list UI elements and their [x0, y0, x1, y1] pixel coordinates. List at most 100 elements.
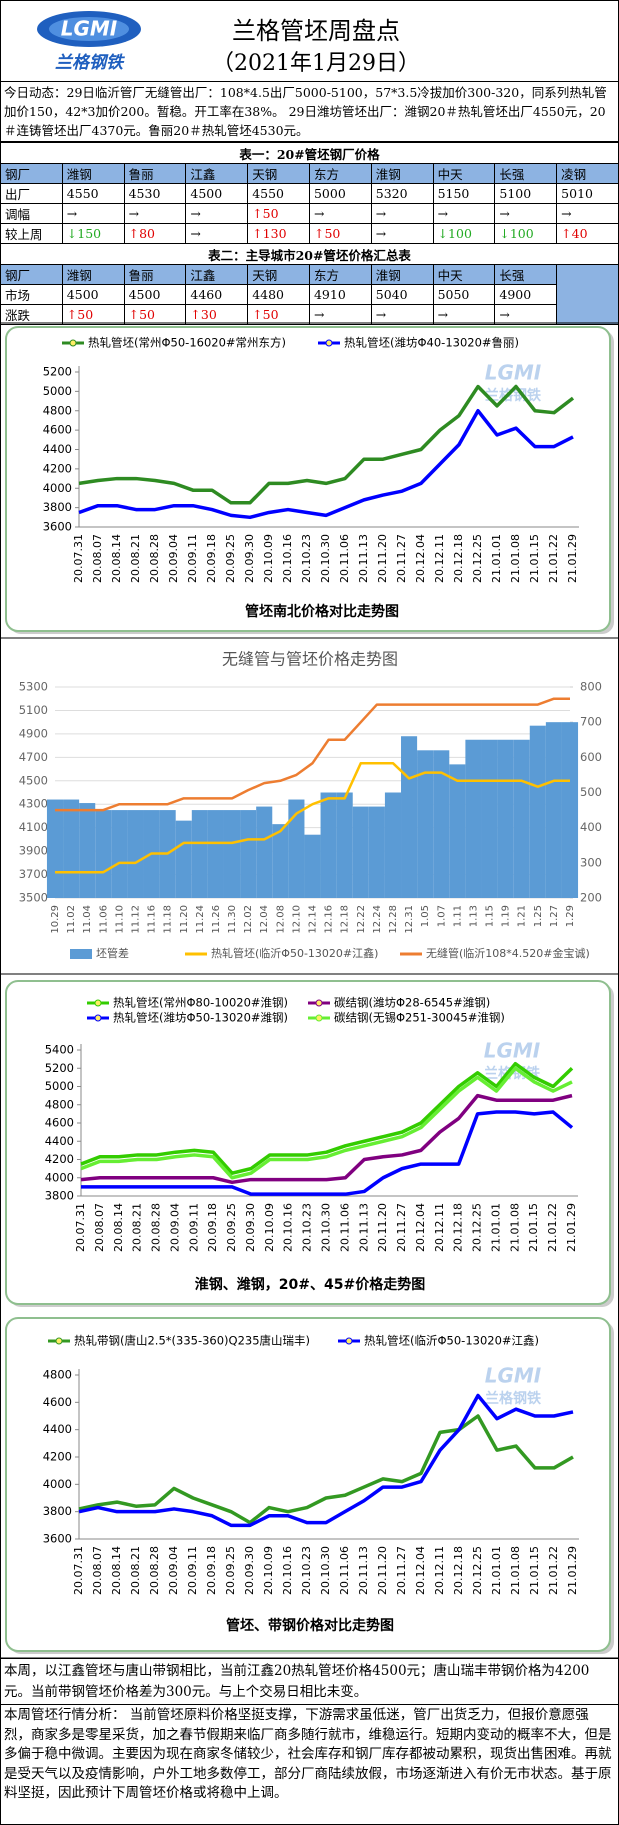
- city-table: 表二：主导城市20#管坯价格汇总表 钢厂 潍钢 鲁丽 江鑫 天钢 东方 淮钢 中天 长强 市场 450…: [0, 243, 619, 325]
- header-cell: 鲁丽: [123, 264, 187, 285]
- x-tick-label: 20.09.25: [225, 1203, 238, 1252]
- cell: ↑50: [123, 304, 187, 325]
- bar: [223, 810, 241, 898]
- x-tick-label: 20.09.04: [168, 1203, 181, 1252]
- y-tick-label: 4200: [43, 1450, 72, 1464]
- x-tick-label: 20.09.11: [186, 534, 199, 583]
- legend-marker: [69, 339, 77, 347]
- x-tick-label: 20.09.04: [167, 1546, 180, 1595]
- x-tick-label: 12.14: [308, 905, 319, 934]
- news: 今日动态：29日临沂管厂无缝管出厂：108*4.5出厂5000-5100，57*…: [0, 82, 619, 142]
- legend-label: 热轧管坯(常州Φ80-10020#淮钢): [113, 996, 288, 1010]
- line-series: [55, 697, 570, 812]
- x-tick-label: 11.16: [147, 905, 158, 934]
- x-tick-label: 1.05: [420, 905, 431, 927]
- x-tick-label: 11.30: [227, 905, 238, 934]
- legend-label: 无缝管(临沂108*4.520#金宝诚): [426, 946, 590, 960]
- x-tick-label: 12.22: [356, 905, 367, 934]
- table-title: 表二：主导城市20#管坯价格汇总表: [0, 243, 619, 265]
- blank-cell: [556, 264, 619, 325]
- x-tick-label: 21.01.01: [490, 1546, 503, 1595]
- x-tick-label: 20.08.28: [148, 1546, 161, 1595]
- y-tick-label: 4500: [19, 773, 48, 787]
- y-tick-label: 4000: [43, 1477, 72, 1491]
- x-tick-label: 20.12.11: [433, 1203, 446, 1252]
- x-tick-label: 20.08.14: [112, 1203, 125, 1252]
- x-tick-label: 20.11.20: [376, 534, 389, 583]
- y-tick-label: 5200: [43, 365, 72, 379]
- legend-marker: [325, 339, 333, 347]
- x-tick-label: 11.24: [195, 905, 206, 934]
- y-tick-label: 4200: [43, 461, 72, 475]
- x-tick-label: 1.29: [565, 905, 576, 927]
- x-tick-label: 10.29: [50, 905, 61, 934]
- legend-label: 热轧管坯(临沂Φ50-13020#江鑫): [211, 946, 378, 960]
- x-tick-label: 11.10: [114, 905, 125, 934]
- x-tick-label: 20.07.31: [74, 1203, 87, 1252]
- price-table: 表一：20#管坯钢厂价格 钢厂 潍钢 鲁丽 江鑫 天钢 东方 淮钢 中天 长强 凌钢 出厂 4550 45…: [0, 142, 619, 244]
- x-tick-label: 20.09.11: [187, 1203, 200, 1252]
- y-tick-label: 4100: [19, 820, 48, 834]
- x-tick-label: 1.11: [452, 905, 463, 927]
- bar: [175, 820, 192, 898]
- logo: LGMI 兰格钢铁: [37, 11, 141, 73]
- logo-name: 兰格钢铁: [55, 53, 126, 73]
- x-tick-label: 20.09.04: [167, 534, 180, 583]
- x-tick-label: 20.08.07: [91, 1546, 104, 1595]
- header-cell: 钢厂: [0, 264, 63, 285]
- cell: 4480: [247, 284, 310, 305]
- y2-tick-label: 500: [580, 785, 602, 799]
- y-tick-label: 4800: [43, 403, 72, 417]
- x-tick-label: 20.12.25: [471, 1203, 484, 1252]
- bar: [449, 764, 466, 898]
- x-tick-label: 1.07: [436, 905, 447, 927]
- header-cell: 江鑫: [185, 163, 249, 184]
- x-tick-label: 11.20: [179, 905, 190, 934]
- x-tick-label: 20.09.25: [224, 1546, 237, 1595]
- header-cell: 长强: [494, 163, 558, 184]
- x-tick-label: 20.07.31: [72, 534, 85, 583]
- x-tick-label: 20.10.30: [320, 1203, 333, 1252]
- x-tick-label: 1.15: [485, 905, 496, 927]
- line-series: [55, 761, 570, 874]
- x-tick-label: 12.04: [259, 905, 270, 934]
- x-tick-label: 20.12.25: [471, 534, 484, 583]
- y-tick-label: 4600: [43, 1395, 72, 1409]
- y-tick-label: 4600: [43, 423, 72, 437]
- legend-marker: [94, 999, 102, 1007]
- x-tick-label: 1.27: [549, 905, 560, 927]
- x-tick-label: 20.11.27: [395, 534, 408, 583]
- watermark: LGMI: [485, 361, 542, 385]
- x-tick-label: 11.06: [98, 905, 109, 934]
- bar: [417, 750, 434, 898]
- cell: 4460: [185, 284, 249, 305]
- x-tick-label: 20.11.27: [395, 1203, 408, 1252]
- bar: [336, 792, 353, 898]
- legend-swatch: [70, 949, 92, 959]
- x-tick-label: 20.12.04: [414, 1203, 427, 1252]
- x-tick-label: 20.10.09: [262, 1546, 275, 1595]
- x-tick-label: 12.08: [275, 905, 286, 934]
- x-tick-label: 20.09.30: [244, 1203, 257, 1252]
- x-tick-label: 20.09.18: [205, 1546, 218, 1595]
- bar: [240, 810, 257, 898]
- bar: [561, 722, 579, 898]
- cell: 4550: [247, 183, 310, 204]
- x-tick-label: 1.25: [533, 905, 544, 927]
- y2-tick-label: 800: [580, 680, 602, 694]
- cell: →: [494, 304, 558, 325]
- cell: 4900: [494, 284, 558, 305]
- x-tick-label: 20.10.16: [282, 1203, 295, 1252]
- summary: 本周，以江鑫管坯与唐山带钢相比，当前江鑫20热轧管坯价格4500元；唐山瑞丰带钢…: [0, 1658, 619, 1705]
- bar: [79, 803, 96, 898]
- cell: 4500: [61, 284, 125, 305]
- x-tick-label: 21.01.22: [547, 1546, 560, 1595]
- line-series: [78, 409, 574, 520]
- table-title-row: 表二：主导城市20#管坯价格汇总表: [0, 243, 619, 265]
- y-tick-label: 4000: [43, 481, 72, 495]
- bar: [529, 725, 546, 898]
- x-tick-label: 20.08.07: [93, 1203, 106, 1252]
- legend-label: 热轧管坯(潍坊Φ50-13020#潍钢): [113, 1011, 288, 1025]
- table-row: 较上周 ↓150 ↑80 → ↑130 ↑50 → ↓100 ↓100 ↑40: [0, 223, 619, 244]
- x-tick-label: 1.19: [501, 905, 512, 927]
